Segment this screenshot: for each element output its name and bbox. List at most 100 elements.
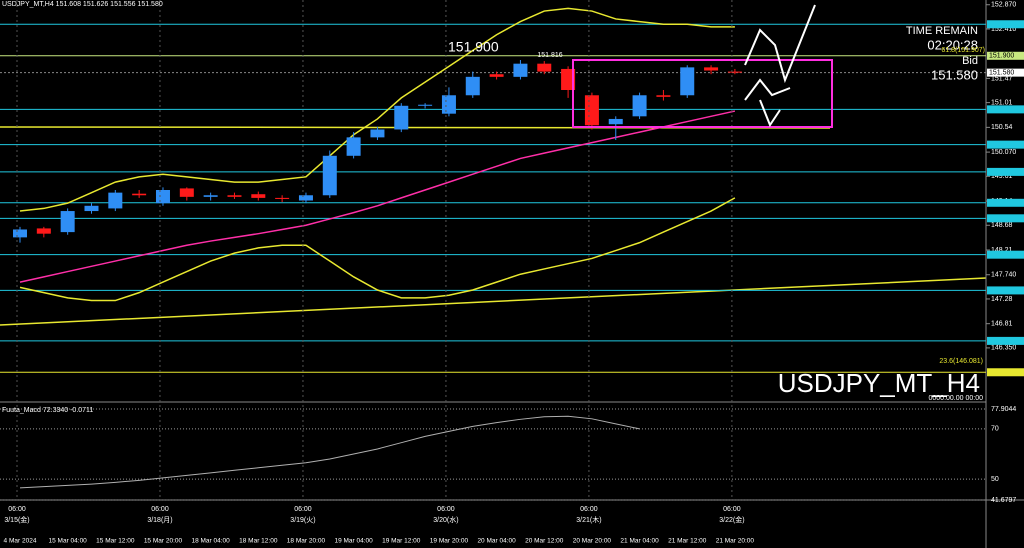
- candle-body: [441, 95, 456, 114]
- level-box: [987, 214, 1024, 223]
- session-time: 06:00: [723, 506, 741, 513]
- candle-body: [346, 137, 361, 156]
- candle-body: [60, 211, 75, 233]
- high-marker: 151.816: [537, 52, 562, 59]
- y-tick-label: 77.9044: [991, 406, 1016, 413]
- candle-body: [537, 63, 552, 72]
- x-tick-label: 15 Mar 04:00: [49, 538, 88, 545]
- scenario-arrows: [744, 4, 816, 128]
- candle-body: [203, 195, 218, 197]
- time-remain-label: TIME REMAIN: [906, 25, 978, 37]
- candle-body: [84, 205, 99, 212]
- level-box: [987, 336, 1024, 345]
- last-price-box: [987, 68, 1024, 77]
- x-tick-label: 15 Mar 12:00: [96, 538, 135, 545]
- macd-title: Fuuta_Macd 72.3340 -0.0711: [2, 407, 93, 414]
- x-tick-label: 20 Mar 12:00: [525, 538, 564, 545]
- trend-line: [0, 277, 987, 326]
- candle-body: [513, 63, 528, 77]
- y-tick-label: 41.6797: [991, 497, 1016, 504]
- level-box-label: 151.900: [989, 53, 1014, 60]
- session-date: 3/15(金): [4, 515, 29, 524]
- zero-time: 0000.00.00 00:00: [929, 395, 984, 402]
- y-tick-label: 149.61: [991, 173, 1013, 180]
- level-box: [987, 105, 1024, 114]
- session-date: 3/22(金): [719, 515, 744, 524]
- last-price-label: 151.580: [989, 69, 1014, 76]
- x-tick-label: 4 Mar 2024: [4, 538, 37, 545]
- symbol-header: USDJPY_MT,H4 151.608 151.626 151.556 151…: [2, 1, 163, 8]
- y-tick-label: 70: [991, 426, 999, 433]
- fib-label: 23.6(146.081): [939, 358, 983, 365]
- overlay-line: [19, 7, 735, 212]
- x-tick-label: 19 Mar 12:00: [382, 538, 421, 545]
- level-box: [987, 250, 1024, 259]
- x-tick-label: 20 Mar 04:00: [477, 538, 516, 545]
- x-tick-label: 19 Mar 20:00: [430, 538, 469, 545]
- session-date: 3/18(月): [147, 516, 172, 524]
- arrow: [759, 99, 781, 128]
- y-tick-label: 148.68: [991, 222, 1013, 229]
- candle-body: [275, 197, 290, 199]
- candle-body: [656, 95, 671, 97]
- x-tick-label: 15 Mar 20:00: [144, 538, 183, 545]
- y-tick-label: 152.410: [991, 26, 1016, 33]
- candle-body: [370, 129, 385, 138]
- level-box: [987, 167, 1024, 176]
- bid-label: Bid: [962, 55, 978, 67]
- y-tick-label: 147.740: [991, 272, 1016, 279]
- candle-body: [727, 71, 742, 73]
- session-date: 3/21(木): [576, 515, 601, 524]
- y-tick-label: 146.350: [991, 345, 1016, 352]
- level-box: [987, 198, 1024, 207]
- x-tick-label: 18 Mar 04:00: [191, 538, 230, 545]
- candle-body: [251, 194, 266, 198]
- main-panel: [0, 0, 986, 500]
- session-time: 06:00: [8, 506, 26, 513]
- x-tick-label: 21 Mar 20:00: [716, 538, 755, 545]
- session-time: 06:00: [151, 506, 169, 513]
- session-date: 3/20(水): [433, 515, 458, 524]
- watermark-title: USDJPY_MT_H4: [778, 368, 980, 398]
- y-tick-label: 50: [991, 476, 999, 483]
- x-tick-label: 18 Mar 20:00: [287, 538, 326, 545]
- candle-body: [489, 74, 504, 77]
- fib-label: 61.8(151.907): [941, 47, 985, 54]
- macd-line: [19, 415, 640, 489]
- y-tick-label: 150.54: [991, 124, 1013, 131]
- candle-body: [179, 188, 194, 197]
- session-time: 06:00: [580, 506, 598, 513]
- candle-body: [227, 195, 242, 197]
- session-time: 06:00: [294, 506, 312, 513]
- x-tick-label: 21 Mar 04:00: [620, 538, 659, 545]
- candle-body: [608, 118, 623, 125]
- y-tick-label: 146.81: [991, 321, 1013, 328]
- candle-body: [418, 104, 433, 106]
- candle-body: [36, 228, 51, 234]
- candle-body: [704, 67, 719, 71]
- y-tick-label: 147.28: [991, 296, 1013, 303]
- x-tick-label: 18 Mar 12:00: [239, 538, 278, 545]
- candle-body: [394, 105, 409, 130]
- level-box: [987, 51, 1024, 60]
- y-tick-label: 152.870: [991, 2, 1016, 9]
- bid: 151.580: [931, 67, 978, 82]
- candle-body: [680, 67, 695, 96]
- candle-body: [584, 95, 599, 126]
- candle-body: [132, 193, 147, 196]
- time-remain: 02:20:28: [927, 37, 978, 52]
- y-tick-label: 148.21: [991, 247, 1013, 254]
- x-tick-label: 19 Mar 04:00: [334, 538, 373, 545]
- level-box: [987, 20, 1024, 29]
- level-label: 151.900: [448, 38, 499, 54]
- y-tick-label: 150.070: [991, 149, 1016, 156]
- session-time: 06:00: [437, 506, 455, 513]
- candle-body: [465, 76, 480, 96]
- candle-body: [632, 95, 647, 117]
- x-tick-label: 21 Mar 12:00: [668, 538, 707, 545]
- y-tick-label: 151.47: [991, 75, 1013, 82]
- highlight-box: [572, 59, 833, 128]
- arrow: [744, 78, 791, 101]
